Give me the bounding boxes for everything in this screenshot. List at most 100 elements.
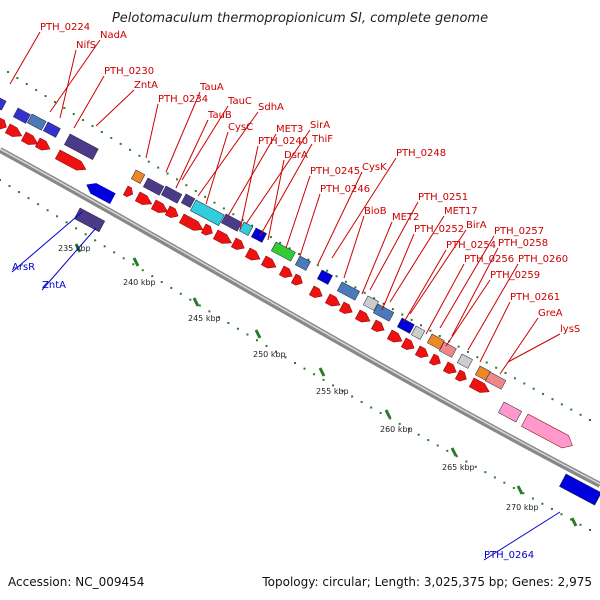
gene-arrow xyxy=(442,361,457,374)
gene-label: PTH_0256 xyxy=(464,254,514,265)
gene-arrow xyxy=(414,345,429,358)
gene-box xyxy=(456,353,473,369)
gene-label: CysC xyxy=(228,122,253,133)
gene-box xyxy=(12,107,31,124)
gene-arrow xyxy=(150,199,169,213)
gene-label: ZntA xyxy=(42,280,66,291)
gene-arrow xyxy=(260,255,277,269)
gene-arrow xyxy=(0,117,7,130)
gene-box xyxy=(250,227,267,243)
gene-label: TauA xyxy=(199,82,224,93)
scale-label: 250 kbp xyxy=(253,350,286,359)
gene-box xyxy=(396,317,415,334)
gene-labels: PTH_0224NadANifSPTH_0230ZntAPTH_0234TauA… xyxy=(9,22,580,561)
gene-arrow xyxy=(54,149,87,171)
gene-box xyxy=(42,121,61,138)
gene-box xyxy=(142,177,165,196)
scale-label: 240 kbp xyxy=(123,278,156,287)
gene-label: PTH_0264 xyxy=(484,550,534,561)
gene-label: PTH_0251 xyxy=(418,192,468,203)
gene-arrow xyxy=(122,185,133,197)
gene-label: ArsR xyxy=(12,262,35,273)
gene-arrow xyxy=(428,353,441,366)
gene-arrow xyxy=(230,237,245,250)
gene-label: MET3 xyxy=(276,124,303,135)
gene-label: PTH_0257 xyxy=(494,226,544,237)
gene-box xyxy=(0,97,7,111)
gene-label: MET17 xyxy=(444,206,478,217)
gene-label: SirA xyxy=(310,120,330,131)
accession-text: Accession: NC_009454 xyxy=(8,575,144,589)
gene-arrow xyxy=(178,213,204,231)
map-title: Pelotomaculum thermopropionicum SI, comp… xyxy=(112,11,488,26)
gene-arrow xyxy=(290,273,303,286)
gene-box xyxy=(74,207,106,233)
gene-arrow-reverse xyxy=(86,183,116,204)
gene-label: PTH_0258 xyxy=(498,238,548,249)
gene-box xyxy=(64,133,99,160)
gene-arrow xyxy=(468,377,490,393)
gene-label: ThiF xyxy=(311,134,333,145)
gene-box xyxy=(26,113,47,131)
gene-box xyxy=(559,473,600,506)
track-backbone xyxy=(0,147,600,488)
gene-label: ZntA xyxy=(134,80,158,91)
gene-label: MET2 xyxy=(392,212,419,223)
gene-label: PTH_0224 xyxy=(40,22,90,33)
scale-labels: 235 kbp 240 kbp 245 kbp 250 kbp 255 kbp 260 k… xyxy=(58,244,539,512)
gene-label: PTH_0240 xyxy=(258,136,308,147)
gene-box xyxy=(362,295,379,311)
gene-arrow xyxy=(370,319,385,332)
tick-dot-rows xyxy=(0,71,591,531)
gene-label: PTH_0230 xyxy=(104,66,154,77)
gene-box xyxy=(372,303,395,322)
gene-label: BioB xyxy=(364,206,387,217)
gene-label: PTH_0248 xyxy=(396,148,446,159)
gene-label: NadA xyxy=(100,30,127,41)
gene-arrow xyxy=(386,329,403,343)
gene-arrow xyxy=(454,369,467,382)
gene-box xyxy=(160,185,183,204)
gene-label: GreA xyxy=(538,308,563,319)
gene-arrow xyxy=(278,265,293,278)
gene-arrow xyxy=(4,123,23,137)
gene-arrow xyxy=(400,337,415,350)
gene-box xyxy=(438,341,457,358)
gene-label: SdhA xyxy=(258,102,284,113)
gene-label: lysS xyxy=(560,324,580,335)
gene-label: NifS xyxy=(76,40,96,51)
scale-label: 255 kbp xyxy=(316,387,349,396)
gene-box xyxy=(498,401,522,423)
gene-arrow xyxy=(521,413,573,449)
gene-label: PTH_0234 xyxy=(158,94,208,105)
gene-arrow xyxy=(164,205,179,218)
gene-arrow xyxy=(200,223,213,236)
topology-text: Topology: circular; Length: 3,025,375 bp… xyxy=(261,575,592,589)
gene-arrow xyxy=(324,293,341,307)
gene-arrow xyxy=(244,247,261,261)
gene-label: CysK xyxy=(362,162,387,173)
gene-box xyxy=(426,333,445,350)
gene-label: PTH_0254 xyxy=(446,240,496,251)
gene-label: TauB xyxy=(207,110,232,121)
gene-box xyxy=(180,193,196,208)
gene-label: PTH_0259 xyxy=(490,270,540,281)
scale-label: 265 kbp xyxy=(442,463,475,472)
gene-arrow xyxy=(354,309,371,323)
gene-arrow xyxy=(338,301,353,314)
gene-label: PTH_0260 xyxy=(518,254,568,265)
gene-box xyxy=(270,241,296,262)
gene-box xyxy=(130,169,146,184)
gene-box xyxy=(336,281,360,301)
gene-box xyxy=(190,199,225,226)
gene-arrow xyxy=(134,191,153,205)
gene-arrow xyxy=(34,137,51,151)
gene-label: DsrA xyxy=(284,150,308,161)
gene-label: PTH_0261 xyxy=(510,292,560,303)
gene-arrow xyxy=(212,229,232,244)
gene-box xyxy=(238,221,254,236)
gene-box xyxy=(220,213,243,232)
scale-label: 245 kbp xyxy=(188,314,221,323)
